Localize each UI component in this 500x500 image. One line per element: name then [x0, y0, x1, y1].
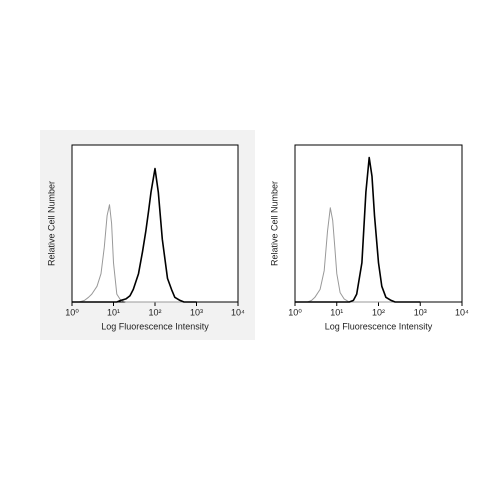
x-tick-label: 10⁰ [288, 307, 302, 317]
y-axis-label: Relative Cell Number [269, 181, 279, 266]
histogram-line [72, 204, 197, 303]
x-tick-label: 10² [148, 307, 161, 317]
x-tick-label: 10⁴ [231, 307, 245, 317]
histogram-line [295, 156, 421, 303]
histogram-line [295, 207, 421, 303]
x-tick-label: 10³ [190, 307, 203, 317]
x-axis-label: Log Fluorescence Intensity [101, 321, 209, 331]
x-tick-label: 10⁴ [455, 307, 469, 317]
x-axis-label: Log Fluorescence Intensity [325, 321, 433, 331]
x-tick-label: 10⁰ [65, 307, 79, 317]
x-tick-label: 10¹ [330, 307, 343, 317]
x-tick-label: 10¹ [107, 307, 120, 317]
histogram-line [72, 167, 197, 303]
plot-frame [294, 144, 463, 303]
x-tick-label: 10² [372, 307, 385, 317]
x-tick-label: 10³ [414, 307, 427, 317]
y-axis-label: Relative Cell Number [46, 181, 56, 266]
